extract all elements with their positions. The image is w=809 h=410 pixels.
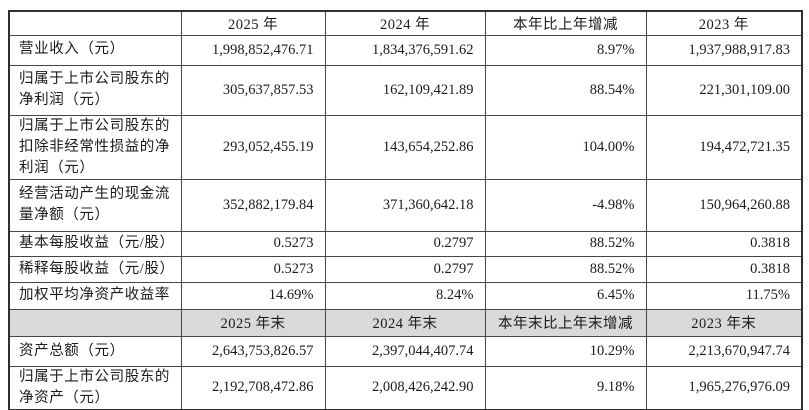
table-body: 2025 年 2024 年本年比上年增减 2023 年营业收入（元） 1,998,85…: [8, 10, 803, 410]
cell-value: 1,998,852,476.71: [180, 34, 326, 66]
cell-value: 14.69%: [180, 281, 326, 310]
cell-value: 162,109,421.89: [324, 64, 486, 116]
cell-value: 143,654,252.86: [324, 114, 486, 180]
cell-value: 88.52%: [484, 230, 647, 257]
column-header-row: 2025 年 2024 年本年比上年增减 2023 年: [8, 10, 803, 36]
row-label: 稀释每股收益（元/股）: [8, 255, 182, 283]
cell-value: 2,643,753,826.57: [180, 335, 326, 367]
cell-value: 11.75%: [645, 281, 803, 310]
cell-value: 221,301,109.00: [645, 64, 803, 116]
row-label: 经营活动产生的现金流量净额（元）: [8, 178, 182, 232]
cell-value: 1,965,276,976.09: [645, 365, 803, 410]
column-header-cell: 2023 年末: [645, 308, 803, 337]
cell-value: 2,213,670,947.74: [645, 335, 803, 367]
cell-value: 0.2797: [324, 255, 486, 283]
cell-value: 0.3818: [645, 230, 803, 257]
cell-value: 150,964,260.88: [645, 178, 803, 232]
table-row: 经营活动产生的现金流量净额（元） 352,882,179.84 371,360,64…: [8, 178, 803, 232]
financial-summary-table: 2025 年 2024 年本年比上年增减 2023 年营业收入（元） 1,998,85…: [8, 10, 803, 410]
cell-value: 194,472,721.35: [645, 114, 803, 180]
cell-value: 88.54%: [484, 64, 647, 116]
column-header-cell: 2025 年末: [180, 308, 326, 337]
cell-value: 352,882,179.84: [180, 178, 326, 232]
row-label: 基本每股收益（元/股）: [8, 230, 182, 257]
cell-value: 2,008,426,242.90: [324, 365, 486, 410]
cell-value: -4.98%: [484, 178, 647, 232]
table-row: 营业收入（元） 1,998,852,476.71 1,834,376,591.62 8…: [8, 34, 803, 66]
column-header-cell: [8, 308, 182, 337]
cell-value: 9.18%: [484, 365, 647, 410]
cell-value: 2,397,044,407.74: [324, 335, 486, 367]
row-label: 加权平均净资产收益率: [8, 281, 182, 310]
table-row: 归属于上市公司股东的扣除非经常性损益的净利润（元） 293,052,455.19 1…: [8, 114, 803, 180]
column-header-cell: 本年比上年增减: [484, 10, 647, 36]
cell-value: 8.97%: [484, 34, 647, 66]
row-label: 归属于上市公司股东的净利润（元）: [8, 64, 182, 116]
row-label: 资产总额（元）: [8, 335, 182, 367]
column-header-cell: 本年末比上年末增减: [484, 308, 647, 337]
cell-value: 293,052,455.19: [180, 114, 326, 180]
column-header-cell: 2023 年: [645, 10, 803, 36]
row-label: 归属于上市公司股东的扣除非经常性损益的净利润（元）: [8, 114, 182, 180]
table-row: 稀释每股收益（元/股） 0.5273 0.2797 88.52% 0.3818: [8, 255, 803, 283]
cell-value: 2,192,708,472.86: [180, 365, 326, 410]
table-row: 归属于上市公司股东的净资产（元） 2,192,708,472.86 2,008,42…: [8, 365, 803, 410]
cell-value: 8.24%: [324, 281, 486, 310]
section-header-row: 2025 年末 2024 年末 本年末比上年末增减 2023 年末: [8, 308, 803, 337]
column-header-cell: [8, 10, 182, 36]
cell-value: 0.2797: [324, 230, 486, 257]
cell-value: 371,360,642.18: [324, 178, 486, 232]
table-row: 资产总额（元） 2,643,753,826.57 2,397,044,407.74 1…: [8, 335, 803, 367]
row-label: 营业收入（元）: [8, 34, 182, 66]
row-label: 归属于上市公司股东的净资产（元）: [8, 365, 182, 410]
cell-value: 1,937,988,917.83: [645, 34, 803, 66]
column-header-cell: 2025 年: [180, 10, 326, 36]
table-row: 加权平均净资产收益率 14.69% 8.24% 6.45% 11.75%: [8, 281, 803, 310]
column-header-cell: 2024 年: [324, 10, 486, 36]
column-header-cell: 2024 年末: [324, 308, 486, 337]
cell-value: 10.29%: [484, 335, 647, 367]
cell-value: 6.45%: [484, 281, 647, 310]
table-row: 归属于上市公司股东的净利润（元） 305,637,857.53 162,109,42…: [8, 64, 803, 116]
cell-value: 0.3818: [645, 255, 803, 283]
cell-value: 88.52%: [484, 255, 647, 283]
cell-value: 104.00%: [484, 114, 647, 180]
cell-value: 0.5273: [180, 255, 326, 283]
cell-value: 0.5273: [180, 230, 326, 257]
table-row: 基本每股收益（元/股） 0.5273 0.2797 88.52% 0.3818: [8, 230, 803, 257]
cell-value: 305,637,857.53: [180, 64, 326, 116]
cell-value: 1,834,376,591.62: [324, 34, 486, 66]
